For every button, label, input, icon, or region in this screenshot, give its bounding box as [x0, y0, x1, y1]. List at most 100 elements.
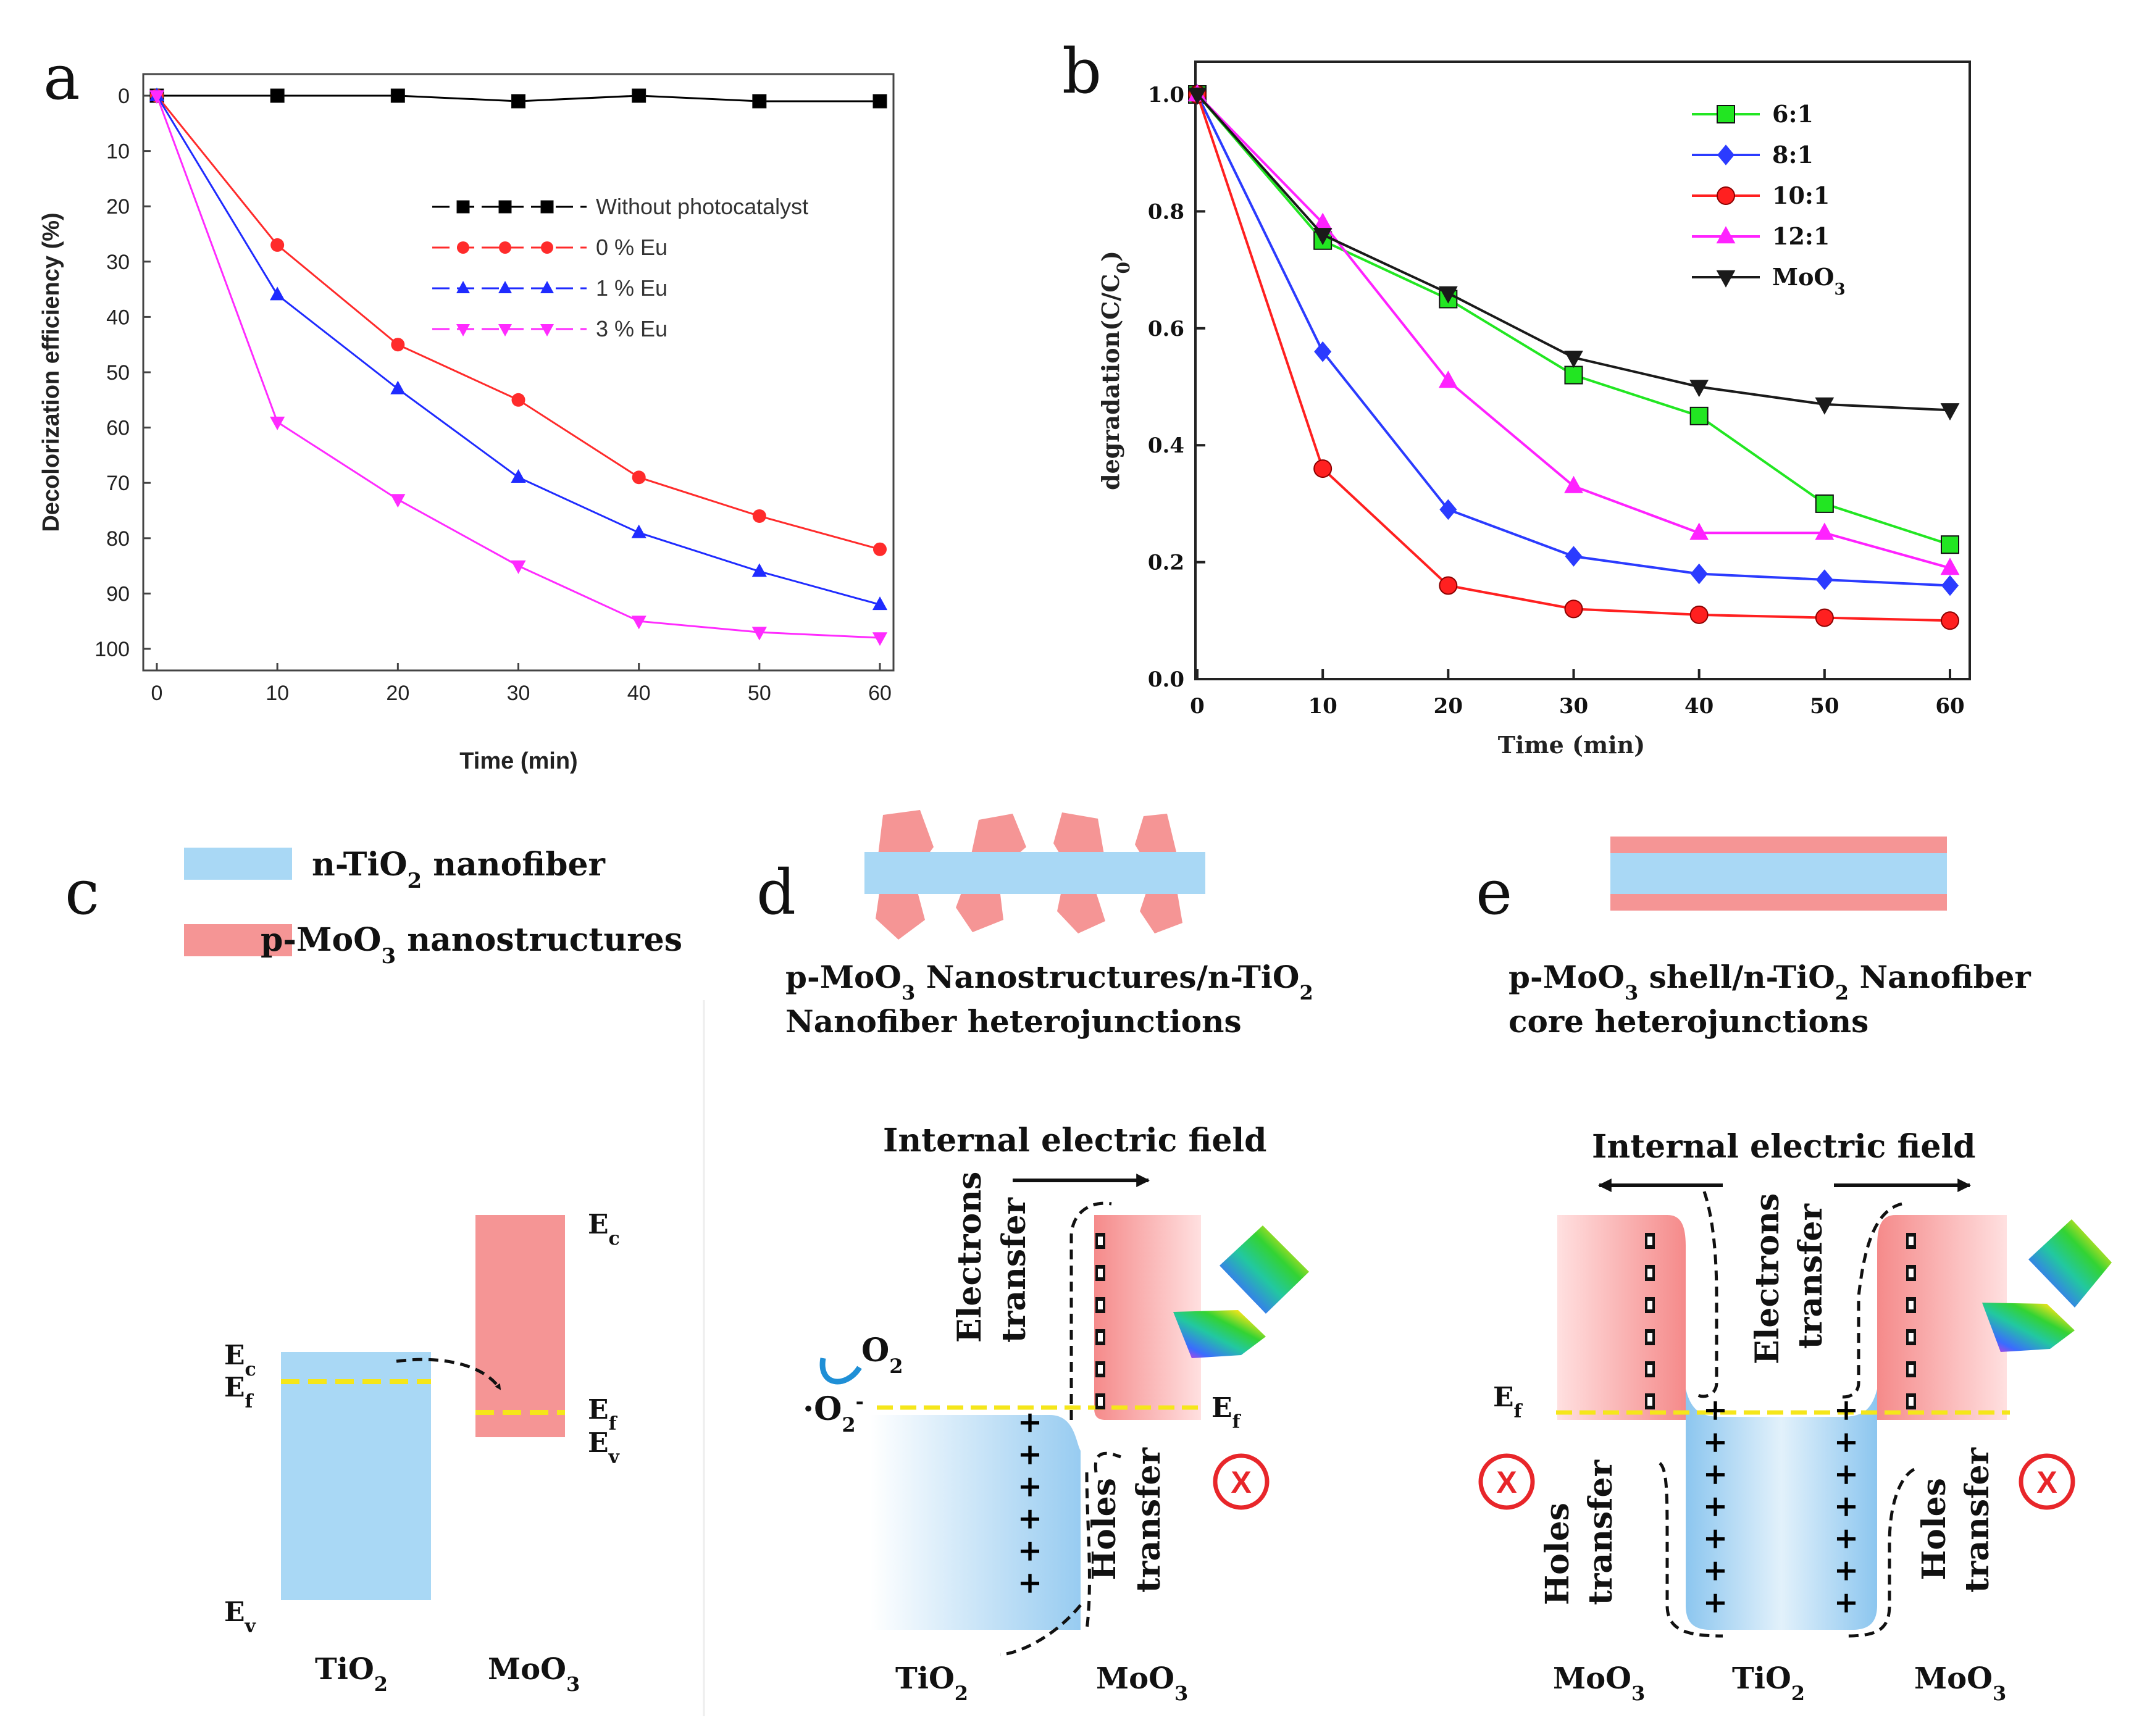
moo3-particle: [1140, 887, 1182, 933]
data-point-b: [1941, 575, 1959, 596]
data-point-a: [270, 286, 285, 301]
data-point-b: [1689, 605, 1709, 624]
data-point-b: [1690, 563, 1708, 585]
field-label-d: Internal electric field: [883, 1122, 1267, 1159]
positive-charge: +: [1703, 1553, 1728, 1588]
series-line-a: [156, 95, 881, 639]
x-mark-e-left: X: [1496, 1465, 1517, 1500]
legend-marker-a: [541, 241, 553, 254]
y-tick-label-a: 60: [106, 417, 130, 440]
tio2-region-e: [1686, 1389, 1877, 1630]
moo3-band: [475, 1215, 565, 1437]
electron-transfer-arrow-c: [396, 1358, 502, 1390]
fermi-label-e: Ef: [1493, 1382, 1523, 1422]
data-point-b: [1564, 365, 1583, 385]
moo3-particle: [1057, 883, 1105, 933]
negative-charge-inner: [1909, 1269, 1914, 1277]
data-point-b: [1313, 212, 1333, 230]
negative-charge-inner: [1647, 1237, 1652, 1245]
x-axis-label-a: Time (min): [459, 748, 577, 774]
data-point-b: [1941, 535, 1959, 554]
light-arrow-d: [1173, 1310, 1266, 1358]
x-tick-label-b: 50: [1810, 694, 1839, 719]
data-point-a: [872, 596, 888, 611]
data-point-b: [1439, 499, 1457, 520]
core-shell-illustration-e: [1610, 837, 1947, 911]
data-point-a: [149, 90, 165, 104]
y-tick-label-a: 80: [106, 527, 130, 551]
blocked-icon-e-right: [2019, 1453, 2075, 1510]
positive-charge: +: [1834, 1585, 1859, 1620]
holes-transfer-label-e-right: transfer: [1959, 1447, 1996, 1593]
legend-marker-a: [456, 281, 470, 293]
data-point-b: [1438, 370, 1458, 388]
material-label-tio2-d: TiO2: [895, 1661, 968, 1705]
label-ec-moo3: Ec: [588, 1209, 620, 1250]
positive-charge: +: [1018, 1437, 1042, 1472]
holes-transfer-label-d: transfer: [1130, 1447, 1168, 1593]
negative-charge-inner: [1098, 1301, 1103, 1309]
legend-label-b: 12:1: [1772, 222, 1830, 250]
legend-b: 6:1 8:1 10:1 12:1 MoO3: [1692, 100, 1846, 299]
positive-charge: +: [1834, 1457, 1859, 1492]
holes-label-d: Holes: [1086, 1478, 1123, 1580]
legend-c: n-TiO2 nanofiber p-MoO3 nanostructures: [184, 846, 682, 969]
negative-charge-inner: [1647, 1333, 1652, 1342]
positive-charges-e: ++++++++++++++: [1703, 1393, 1859, 1620]
positive-charge: +: [1018, 1469, 1042, 1504]
data-point-a: [511, 94, 525, 109]
x-tick-label-a: 60: [868, 682, 892, 705]
data-point-a: [390, 88, 405, 103]
legend-marker-b: [1716, 226, 1736, 244]
positive-charge: +: [1703, 1425, 1728, 1459]
data-point-b: [1815, 522, 1835, 540]
legend-swatch-moo3: [184, 924, 292, 956]
data-point-b: [1564, 599, 1583, 619]
legend-label-a: Without photocatalyst: [596, 194, 808, 219]
hole-path-e-right: [1846, 1467, 1915, 1638]
nanofiber-illustration-d: [864, 810, 1205, 940]
field-label-e: Internal electric field: [1592, 1128, 1976, 1166]
o2-label: O2: [861, 1332, 903, 1378]
data-point-b: [1314, 341, 1332, 362]
data-point-b: [1313, 228, 1333, 246]
negative-charge-inner: [1647, 1365, 1652, 1374]
data-point-b: [1439, 576, 1458, 595]
fermi-label-d: Ef: [1211, 1392, 1242, 1433]
positive-charge: +: [1834, 1521, 1859, 1556]
electron-path-d: [1069, 1201, 1112, 1420]
legend-marker-b: [1716, 270, 1736, 288]
plot-frame-b: [1194, 61, 1971, 680]
data-point-a: [632, 470, 646, 485]
legend-label-a: 0 % Eu: [596, 235, 667, 260]
tio2-band: [281, 1352, 431, 1600]
data-point-b: [1689, 380, 1709, 398]
x-tick-label-b: 0: [1190, 694, 1205, 719]
negative-charges-d: [1095, 1233, 1105, 1409]
y-tick-label-a: 70: [106, 472, 130, 495]
data-point-b: [1815, 494, 1834, 513]
legend-marker-a: [540, 200, 554, 214]
negative-charge-inner: [1098, 1397, 1103, 1406]
x-tick-label-b: 30: [1559, 694, 1588, 719]
positive-charge: +: [1018, 1534, 1042, 1568]
data-point-b: [1564, 475, 1583, 493]
data-point-a: [270, 88, 285, 103]
material-label-tio2-e: TiO2: [1732, 1661, 1805, 1705]
y-tick-label-a: 10: [106, 140, 130, 164]
caption-d-line2: Nanofiber heterojunctions: [785, 1003, 1242, 1040]
data-point-b: [1438, 286, 1458, 304]
negative-charge-inner: [1909, 1365, 1914, 1374]
holes-label-e-left: Holes: [1539, 1503, 1576, 1605]
legend-marker-a: [456, 200, 470, 214]
hole-path-d: [1000, 1451, 1121, 1656]
x-tick-label-a: 50: [748, 682, 771, 705]
data-point-b: [1940, 557, 1960, 575]
y-axis-label-a: Decolorization efficiency (%): [38, 212, 64, 532]
y-tick-label-b: 0.8: [1148, 199, 1184, 224]
electrons-transfer-label-d: transfer: [995, 1197, 1033, 1343]
positive-charge: +: [1834, 1425, 1859, 1459]
data-point-b: [1187, 87, 1207, 105]
blocked-icon-d: [1213, 1453, 1270, 1510]
